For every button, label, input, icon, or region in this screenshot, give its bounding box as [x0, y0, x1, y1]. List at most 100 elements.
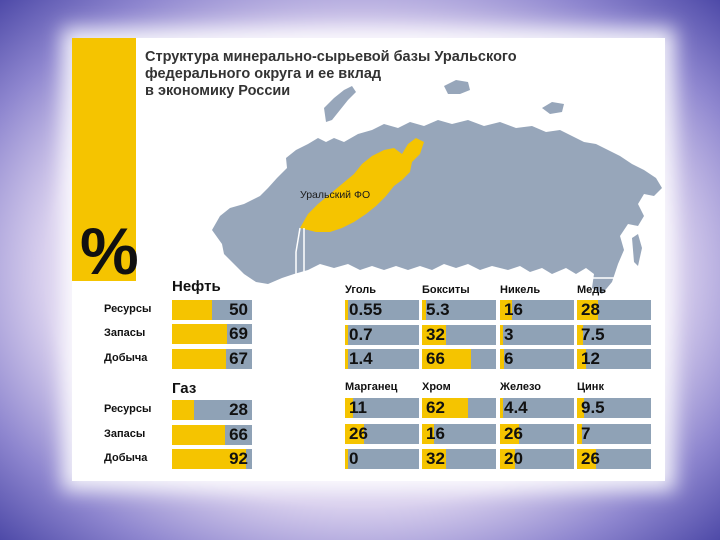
mineral-6-2-bar: 20	[500, 449, 574, 469]
mineral-4-1-value: 26	[349, 424, 368, 443]
mineral-7-2-value: 26	[581, 449, 600, 468]
mineral-name-1: Бокситы	[422, 284, 470, 296]
mineral-5-0-bar: 62	[422, 398, 496, 418]
russia-map	[212, 80, 662, 474]
bar-0-2-value: 67	[229, 349, 248, 368]
bar-1-2-fill	[172, 449, 246, 469]
mineral-7-1-fill	[577, 424, 583, 444]
mineral-6-1-fill	[500, 424, 520, 444]
bar-1-0-bar: 28	[172, 400, 252, 420]
region-label: Уральский ФО	[300, 189, 371, 201]
bar-1-1-fill	[172, 425, 225, 445]
bar-1-1-value: 66	[229, 425, 248, 444]
title-line-3: в экономику России	[145, 83, 291, 99]
bar-0-1-bar: 69	[172, 324, 252, 344]
bar-1-1-bar: 66	[172, 425, 252, 445]
mineral-5-2-fill	[422, 449, 446, 469]
mineral-0-2-value: 1.4	[349, 349, 373, 368]
mineral-5-1-value: 16	[426, 424, 445, 443]
bar-0-0-bar: 50	[172, 300, 252, 320]
mineral-name-6: Железо	[500, 381, 541, 393]
mineral-2-1-value: 3	[504, 325, 514, 344]
row-label-0-0: Ресурсы	[104, 303, 152, 315]
mineral-6-0-value: 4.4	[504, 398, 528, 417]
row-label-0-1: Запасы	[104, 327, 146, 339]
mineral-2-0-fill	[500, 300, 512, 320]
group-title-1: Газ	[172, 380, 197, 397]
mineral-5-0-fill	[422, 398, 468, 418]
mineral-2-2-fill	[500, 349, 505, 369]
title-line-1: Структура минерально-сырьевой базы Ураль…	[145, 49, 517, 65]
mineral-1-0-fill	[422, 300, 426, 320]
row-label-0-2: Добыча	[104, 352, 148, 364]
mineral-0-0-bar: 0.55	[345, 300, 419, 320]
percent-sign: %	[80, 214, 139, 288]
mineral-1-1-bar: 32	[422, 325, 496, 345]
mineral-1-0-bar: 5.3	[422, 300, 496, 320]
island-north	[444, 80, 470, 94]
mineral-7-1-value: 7	[581, 424, 591, 443]
page-title: Структура минерально-сырьевой базы Ураль…	[145, 49, 615, 100]
bar-0-1-fill	[172, 324, 228, 344]
row-label-1-0: Ресурсы	[104, 403, 152, 415]
mineral-5-1-bar: 16	[422, 424, 496, 444]
mineral-0-2-fill	[345, 349, 348, 369]
mineral-2-0-value: 16	[504, 300, 523, 319]
mineral-2-1-fill	[500, 325, 503, 345]
mineral-2-2-value: 6	[504, 349, 514, 368]
title-line-2: федерального округа и ее вклад	[145, 66, 382, 82]
mineral-0-1-value: 0.7	[349, 325, 373, 344]
mineral-6-0-fill	[500, 398, 504, 418]
mineral-3-2-bar: 12	[577, 349, 651, 369]
slide: Структура минерально-сырьевой базы Ураль…	[72, 38, 665, 481]
mineral-0-0-fill	[345, 300, 348, 320]
mineral-3-1-value: 7.5	[581, 325, 605, 344]
mineral-4-0-bar: 11	[345, 398, 419, 418]
mineral-3-1-fill	[577, 325, 583, 345]
mineral-3-1-bar: 7.5	[577, 325, 651, 345]
mineral-7-2-bar: 26	[577, 449, 651, 469]
mineral-6-1-value: 26	[504, 424, 523, 443]
leader-line-left	[253, 227, 301, 300]
mineral-1-1-value: 32	[426, 325, 445, 344]
bar-1-0-value: 28	[229, 400, 248, 419]
mineral-7-0-bar: 9.5	[577, 398, 651, 418]
mineral-7-1-bar: 7	[577, 424, 651, 444]
mineral-1-2-fill	[422, 349, 471, 369]
island-sakhalin	[632, 234, 642, 266]
mineral-5-1-fill	[422, 424, 434, 444]
mineral-0-0-value: 0.55	[349, 300, 383, 319]
mineral-2-0-bar: 16	[500, 300, 574, 320]
mineral-name-3: Медь	[577, 284, 607, 296]
mineral-0-2-bar: 1.4	[345, 349, 419, 369]
mineral-6-2-fill	[500, 449, 515, 469]
bar-0-0-value: 50	[229, 300, 248, 319]
mineral-1-0-value: 5.3	[426, 300, 450, 319]
mineral-name-5: Хром	[422, 381, 451, 393]
mineral-4-0-value: 11	[349, 398, 367, 417]
yellow-strip	[72, 38, 136, 281]
mineral-name-0: Уголь	[345, 284, 377, 296]
mineral-3-2-value: 12	[581, 349, 600, 368]
bar-0-1-value: 69	[229, 324, 248, 343]
mineral-3-0-fill	[577, 300, 598, 320]
mineral-2-1-bar: 3	[500, 325, 574, 345]
mineral-3-2-fill	[577, 349, 586, 369]
bar-1-0-fill	[172, 400, 195, 420]
mineral-1-2-bar: 66	[422, 349, 496, 369]
ural-federal-district	[300, 138, 424, 232]
bar-0-0-fill	[172, 300, 212, 320]
mineral-0-1-fill	[345, 325, 348, 345]
mineral-1-2-value: 66	[426, 349, 445, 368]
mineral-4-1-fill	[345, 424, 365, 444]
mineral-4-2-value: 0	[349, 449, 359, 468]
bar-0-2-fill	[172, 349, 226, 369]
mineral-1-1-fill	[422, 325, 446, 345]
mineral-3-0-bar: 28	[577, 300, 651, 320]
group-title-0: Нефть	[172, 278, 221, 295]
mineral-2-2-bar: 6	[500, 349, 574, 369]
bar-1-2-bar: 92	[172, 449, 252, 469]
leader-frame	[339, 277, 659, 474]
mineral-6-1-bar: 26	[500, 424, 574, 444]
island-east	[542, 102, 564, 114]
